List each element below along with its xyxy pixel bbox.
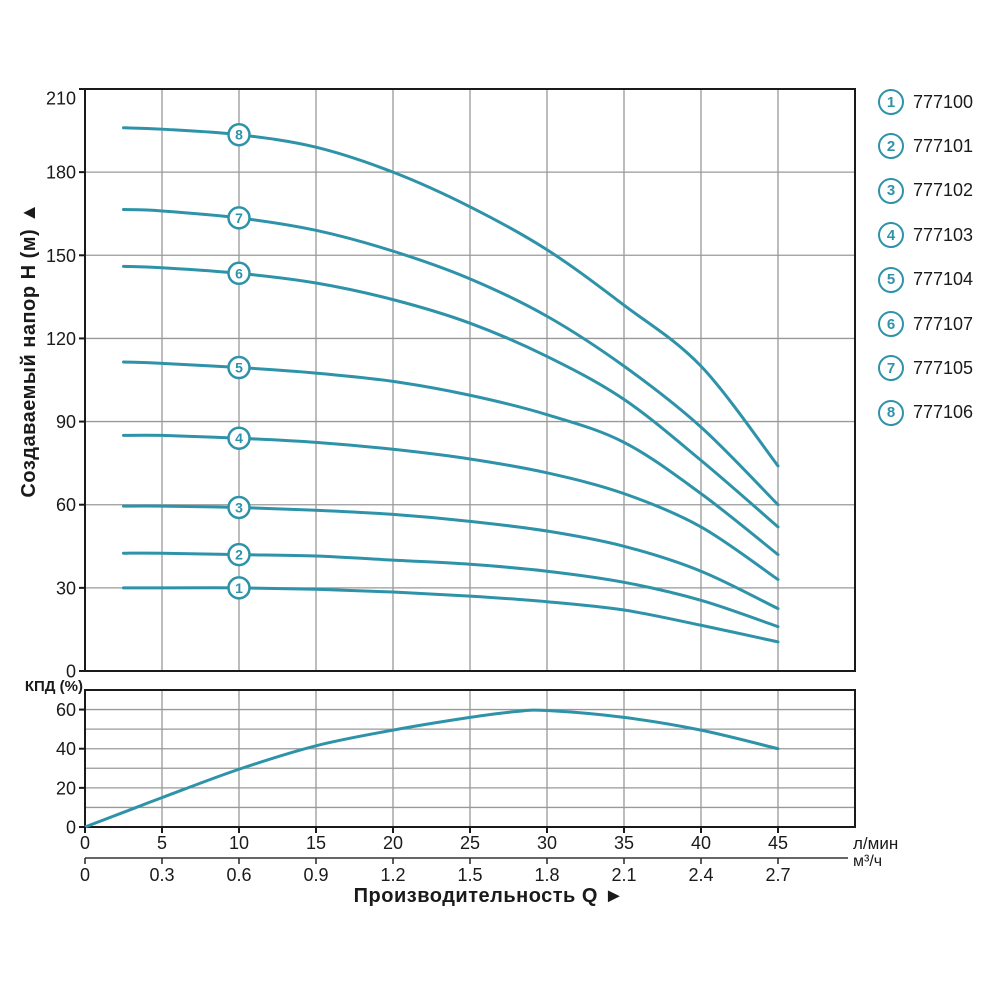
x-tick-label-lmin: 10 xyxy=(229,833,249,853)
legend-item-1: 1 777100 xyxy=(878,88,973,116)
curve-marker-number: 5 xyxy=(235,360,243,376)
legend-curve-number: 3 xyxy=(878,177,904,204)
curve-marker-number: 8 xyxy=(235,127,243,143)
efficiency-tick-label: 20 xyxy=(56,778,76,798)
legend-part-number: 777105 xyxy=(913,357,974,378)
y-tick-label: 30 xyxy=(56,578,76,598)
x-tick-label-lmin: 30 xyxy=(537,833,557,853)
legend-curve-number: 8 xyxy=(878,399,904,426)
curve-marker-6 xyxy=(227,261,251,286)
y-tick-label: 90 xyxy=(56,412,76,432)
y-tick-label: 150 xyxy=(46,246,76,266)
head-curve-5 xyxy=(122,360,780,557)
x-tick-label-m3h: 2.1 xyxy=(611,865,636,885)
x-tick-label-lmin: 5 xyxy=(157,833,167,853)
legend-part-number: 777103 xyxy=(913,224,974,245)
efficiency-curve xyxy=(83,708,780,829)
legend-curve-number: 1 xyxy=(878,89,904,115)
x-tick-label-lmin: 20 xyxy=(383,833,403,853)
y-axis-title: Создаваемый напор H (м) ▲ xyxy=(18,202,40,498)
y-tick-label: 120 xyxy=(46,329,76,349)
x-tick-label-m3h: 0 xyxy=(80,865,90,885)
x-tick-label-lmin: 0 xyxy=(80,833,90,853)
curve-marker-number: 6 xyxy=(235,265,243,281)
efficiency-tick-label: 40 xyxy=(56,739,76,759)
legend-item-7: 7 777105 xyxy=(878,354,973,382)
efficiency-axis-label: КПД (%) xyxy=(24,678,83,695)
legend-part-number: 777102 xyxy=(913,180,974,201)
legend-part-number: 777101 xyxy=(913,135,974,156)
legend-item-8: 8 777106 xyxy=(878,399,973,427)
legend-item-4: 4 777103 xyxy=(878,221,973,249)
y-tick-label: 0 xyxy=(66,662,76,682)
x-tick-label-lmin: 25 xyxy=(460,833,480,853)
legend-curve-number: 2 xyxy=(878,133,904,160)
legend-curve-number: 7 xyxy=(878,355,904,382)
head-curve-6 xyxy=(122,264,780,529)
x-tick-label-lmin: 40 xyxy=(691,833,711,853)
legend-curve-number: 6 xyxy=(878,311,904,337)
x-tick-label-m3h: 1.8 xyxy=(534,865,559,885)
y-tick-label: 210 xyxy=(46,89,76,109)
head-curve-3 xyxy=(122,504,780,611)
head-curve-2 xyxy=(122,551,780,629)
head-curve-4 xyxy=(122,433,780,582)
x-tick-label-lmin: 35 xyxy=(614,833,634,853)
head-curve-7 xyxy=(122,208,780,507)
x-tick-label-m3h: 2.7 xyxy=(765,865,790,885)
curve-marker-1 xyxy=(227,576,251,600)
legend-part-number: 777107 xyxy=(913,313,974,334)
y-tick-label: 180 xyxy=(46,163,76,183)
x-tick-label-m3h: 0.6 xyxy=(226,865,251,885)
curve-marker-5 xyxy=(227,355,251,380)
y-tick-label: 60 xyxy=(56,495,76,515)
legend-item-2: 2 777101 xyxy=(878,132,973,160)
curve-marker-number: 3 xyxy=(235,499,243,515)
x-tick-label-m3h: 2.4 xyxy=(688,865,713,885)
curve-marker-number: 7 xyxy=(235,210,243,226)
efficiency-tick-label: 60 xyxy=(56,700,76,720)
curve-marker-2 xyxy=(227,542,251,567)
x-tick-label-lmin: 15 xyxy=(306,833,326,853)
main-plot-frame xyxy=(84,88,856,672)
curve-marker-number: 4 xyxy=(235,430,243,446)
curve-marker-4 xyxy=(227,426,251,450)
head-curve-1 xyxy=(122,586,780,644)
head-curve-8 xyxy=(122,126,780,468)
curve-marker-7 xyxy=(227,206,251,230)
legend-curve-number: 5 xyxy=(878,266,904,293)
legend-item-6: 6 777107 xyxy=(878,310,973,338)
unit-l-min-label: л/мин xyxy=(853,834,899,853)
legend-part-number: 777100 xyxy=(913,91,974,112)
legend-item-3: 3 777102 xyxy=(878,177,973,205)
legend-part-number: 777106 xyxy=(913,402,974,423)
x-tick-label-m3h: 0.9 xyxy=(303,865,328,885)
legend-curve-number: 4 xyxy=(878,222,904,249)
curve-marker-8 xyxy=(227,122,251,147)
legend-item-5: 5 777104 xyxy=(878,266,973,294)
curve-marker-number: 1 xyxy=(235,580,243,596)
curve-marker-number: 2 xyxy=(235,547,243,563)
x-axis-title: Производительность Q ► xyxy=(353,885,625,907)
x-tick-label-m3h: 1.2 xyxy=(380,865,405,885)
efficiency-tick-label: 0 xyxy=(66,818,76,838)
x-tick-label-m3h: 1.5 xyxy=(457,865,482,885)
curve-marker-3 xyxy=(227,495,251,520)
unit-m3-h-label: м³/ч xyxy=(853,853,883,870)
x-tick-label-lmin: 45 xyxy=(768,833,788,853)
legend-part-number: 777104 xyxy=(913,269,974,290)
x-tick-label-m3h: 0.3 xyxy=(149,865,174,885)
